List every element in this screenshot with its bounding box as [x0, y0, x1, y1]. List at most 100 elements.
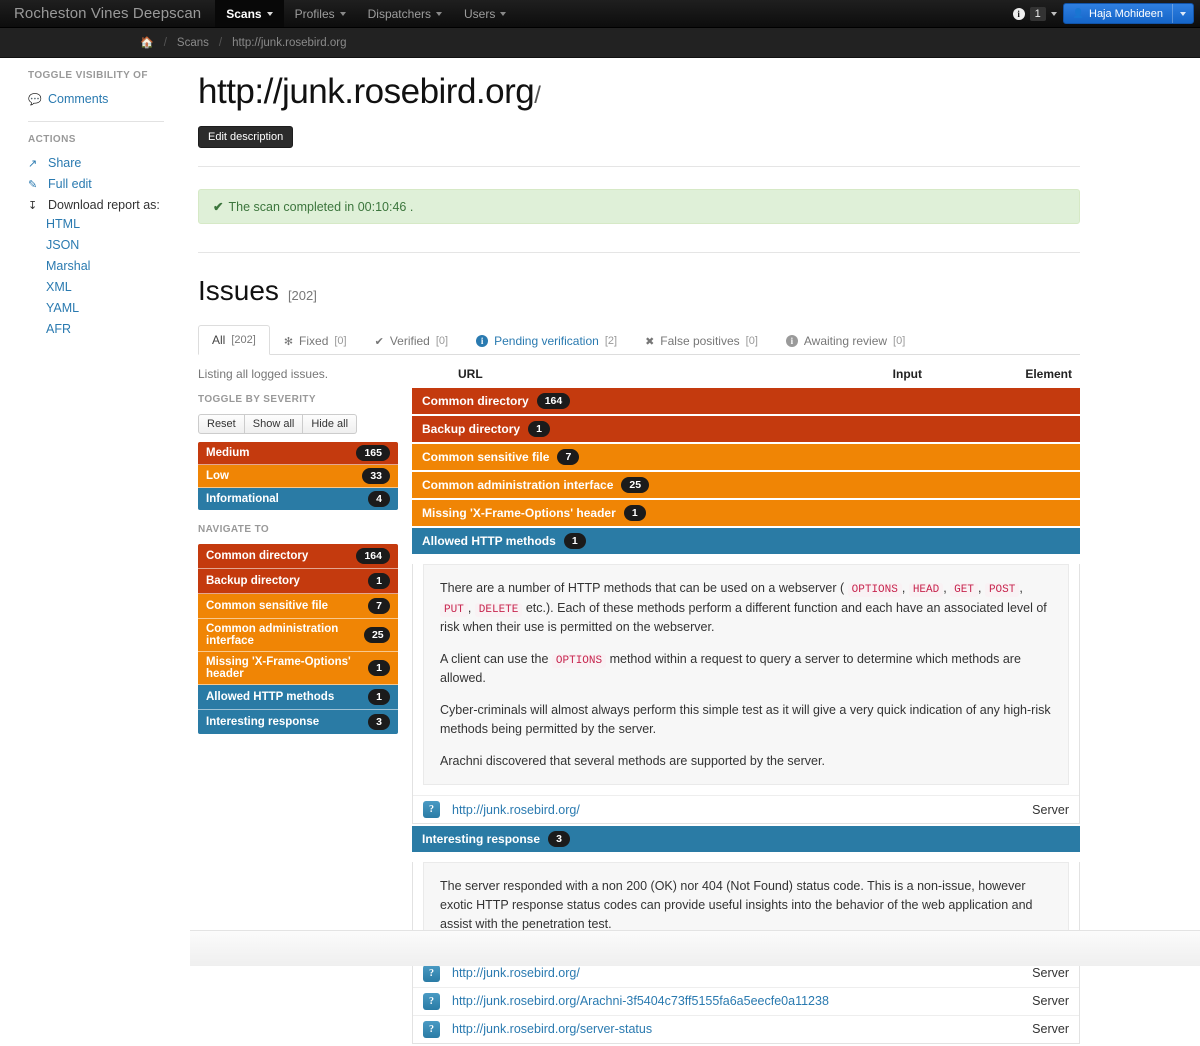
actions-heading: ACTIONS — [28, 134, 76, 145]
download-format-marshal[interactable]: Marshal — [46, 259, 91, 273]
description-paragraph-1: There are a number of HTTP methods that … — [440, 581, 1047, 635]
severity-count: 33 — [362, 468, 390, 484]
issue-bar-common-sensitive-file[interactable]: Common sensitive file 7 — [412, 444, 1080, 470]
navigate-row-common-sensitive-file[interactable]: Common sensitive file 7 — [198, 594, 398, 619]
sidebar-item-comments[interactable]: 💬 Comments — [28, 90, 190, 111]
notifications-menu[interactable]: i 1 — [1012, 6, 1057, 21]
sidebar-item-label: Full edit — [48, 177, 92, 191]
tab-fixed[interactable]: ✻ Fixed [0] — [270, 326, 361, 355]
download-format-list: HTML JSON Marshal XML YAML AFR — [28, 215, 190, 341]
help-icon[interactable]: ? — [423, 992, 440, 1010]
navigate-count: 3 — [368, 714, 390, 730]
tab-label: Awaiting review — [803, 334, 888, 348]
reset-button[interactable]: Reset — [198, 414, 245, 434]
download-format-xml[interactable]: XML — [46, 280, 72, 294]
tab-label: Fixed — [299, 334, 329, 348]
issue-description: There are a number of HTTP methods that … — [423, 564, 1069, 786]
download-format-html[interactable]: HTML — [46, 217, 81, 231]
page-body: TOGGLE VISIBILITY OF 💬 Comments ACTIONS … — [0, 58, 1200, 1044]
result-url-link[interactable]: http://junk.rosebird.org/ — [452, 966, 580, 980]
severity-button-group: Reset Show all Hide all — [198, 414, 398, 434]
nav-item-users[interactable]: Users — [453, 0, 517, 27]
breadcrumb-item-scans[interactable]: Scans — [176, 36, 209, 49]
download-format-json[interactable]: JSON — [46, 238, 80, 252]
tab-verified[interactable]: ✔ Verified [0] — [361, 326, 462, 355]
issue-bar-interesting-response[interactable]: Interesting response 3 — [412, 826, 1080, 853]
code-options: OPTIONS — [847, 583, 902, 597]
home-icon[interactable]: 🏠 — [140, 37, 154, 49]
page-title: http://junk.rosebird.org/ — [198, 72, 1080, 112]
issue-bar-count: 1 — [528, 421, 551, 437]
nav-item-scans[interactable]: Scans — [215, 0, 284, 27]
issue-bar-label: Backup directory — [422, 422, 521, 436]
page-title-text: http://junk.rosebird.org — [198, 72, 535, 111]
navigate-count: 1 — [368, 660, 390, 676]
result-url-link[interactable]: http://junk.rosebird.org/Arachni-3f5404c… — [452, 994, 829, 1008]
description-paragraph-2: A client can use the OPTIONS method with… — [440, 650, 1052, 688]
download-format-afr[interactable]: AFR — [46, 322, 71, 336]
desc-text: A client can use the — [440, 651, 549, 666]
tab-all[interactable]: All [202] — [198, 325, 270, 355]
navigate-row-common-directory[interactable]: Common directory 164 — [198, 544, 398, 569]
table-row: ? http://junk.rosebird.org/Arachni-3f540… — [413, 986, 1079, 1015]
result-url-link[interactable]: http://junk.rosebird.org/ — [452, 802, 580, 817]
nav-item-dispatchers[interactable]: Dispatchers — [357, 0, 453, 27]
sidebar-item-label: Share — [48, 156, 82, 170]
sidebar-item-full-edit[interactable]: ✎ Full edit — [28, 175, 190, 196]
filters-column: Listing all logged issues. TOGGLE BY SEV… — [198, 367, 398, 1046]
column-header-url: URL — [458, 367, 483, 381]
show-all-button[interactable]: Show all — [244, 414, 304, 434]
issue-bar-allowed-http-methods[interactable]: Allowed HTTP methods 1 — [412, 528, 1080, 554]
download-report-label: Download report as: — [48, 198, 160, 212]
navigate-row-backup-directory[interactable]: Backup directory 1 — [198, 569, 398, 594]
description-paragraph-3: Cyber-criminals will almost always perfo… — [440, 703, 1051, 736]
navigate-row-allowed-http-methods[interactable]: Allowed HTTP methods 1 — [198, 685, 398, 710]
toggle-by-severity-heading: TOGGLE BY SEVERITY — [198, 394, 316, 405]
desc-text: etc.). Each of these methods perform a d… — [440, 600, 1047, 635]
nav-item-profiles[interactable]: Profiles — [284, 0, 357, 27]
navigate-to-list: Common directory 164 Backup directory 1 … — [198, 544, 398, 734]
navigate-row-common-administration-interface[interactable]: Common administration interface 25 — [198, 619, 398, 652]
help-icon[interactable]: ? — [423, 964, 440, 982]
issue-bar-missing-x-frame-options-header[interactable]: Missing 'X-Frame-Options' header 1 — [412, 500, 1080, 526]
sidebar-item-share[interactable]: ↗ Share — [28, 154, 190, 175]
navigate-count: 25 — [363, 627, 390, 643]
issue-bar-common-directory[interactable]: Common directory 164 — [412, 388, 1080, 414]
page-footer — [190, 930, 1200, 966]
tab-count: [202] — [231, 334, 256, 346]
download-format-yaml[interactable]: YAML — [46, 301, 80, 315]
severity-count: 165 — [356, 445, 390, 461]
result-url-link[interactable]: http://junk.rosebird.org/server-status — [452, 1022, 653, 1036]
help-icon[interactable]: ? — [423, 1020, 440, 1038]
navigate-row-interesting-response[interactable]: Interesting response 3 — [198, 710, 398, 734]
help-icon[interactable]: ? — [423, 801, 440, 819]
breadcrumb-item-target[interactable]: http://junk.rosebird.org — [232, 36, 347, 49]
chevron-down-icon — [339, 11, 346, 16]
table-row: ? http://junk.rosebird.org/server-status… — [413, 1014, 1079, 1043]
user-menu-button[interactable]: 👤 Haja Mohideen — [1062, 3, 1194, 24]
tab-count: [0] — [893, 335, 906, 347]
breadcrumb-separator: / — [163, 36, 167, 49]
issue-bar-backup-directory[interactable]: Backup directory 1 — [412, 416, 1080, 442]
issue-table-header: URL Input Element — [412, 367, 1080, 388]
tab-awaiting-review[interactable]: i Awaiting review [0] — [772, 326, 919, 355]
chevron-down-icon — [266, 11, 273, 16]
issue-bar-common-administration-interface[interactable]: Common administration interface 25 — [412, 472, 1080, 498]
navigate-row-missing-x-frame-options-header[interactable]: Missing 'X-Frame-Options' header 1 — [198, 652, 398, 685]
user-menu-caret[interactable] — [1172, 4, 1193, 23]
result-element: Server — [1032, 1022, 1069, 1036]
navigate-label: Common directory — [206, 550, 309, 562]
tab-false-positives[interactable]: ✖ False positives [0] — [631, 326, 772, 355]
issue-bar-count: 25 — [621, 477, 650, 493]
pencil-icon: ✎ — [28, 178, 38, 191]
edit-description-button[interactable]: Edit description — [198, 126, 294, 148]
tab-label: False positives — [660, 334, 740, 348]
navigate-label: Missing 'X-Frame-Options' header — [206, 656, 351, 680]
code-post: POST — [984, 583, 1020, 597]
hide-all-button[interactable]: Hide all — [303, 414, 358, 434]
severity-row-informational[interactable]: Informational 4 — [198, 488, 398, 510]
severity-row-low[interactable]: Low 33 — [198, 465, 398, 488]
sidebar-divider — [28, 121, 164, 122]
severity-row-medium[interactable]: Medium 165 — [198, 442, 398, 465]
tab-pending-verification[interactable]: i Pending verification [2] — [462, 326, 631, 355]
